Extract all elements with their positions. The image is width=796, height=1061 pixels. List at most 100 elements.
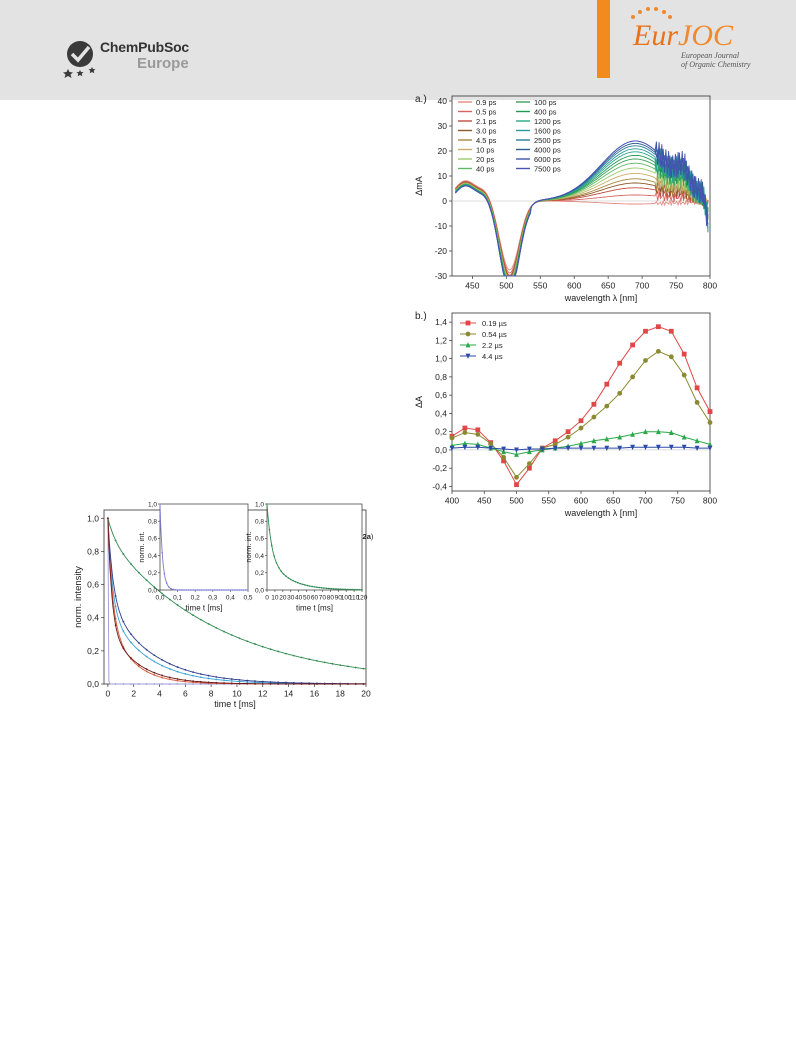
inset-data-point xyxy=(299,582,302,585)
legend-entry: 1600 ps xyxy=(534,127,561,136)
data-point xyxy=(153,586,156,588)
data-point xyxy=(527,465,532,471)
data-point xyxy=(207,622,210,625)
data-point xyxy=(643,444,648,451)
inset-data-point xyxy=(287,577,290,579)
data-point xyxy=(168,668,171,670)
inset-x-axis-label: time t [ms] xyxy=(296,604,333,613)
data-point xyxy=(223,679,225,682)
data-point xyxy=(122,553,125,555)
legend-entry: 10 ps xyxy=(476,146,495,155)
publisher-region: Europe xyxy=(137,55,189,72)
y-tick-label: 0,4 xyxy=(87,613,99,623)
data-point xyxy=(277,650,280,653)
inset-x-tick-label: 20 xyxy=(279,595,287,602)
data-point xyxy=(114,539,117,542)
data-point xyxy=(246,640,249,643)
inset-x-tick-label: 0,2 xyxy=(191,595,200,602)
inset-x-tick-label: 60 xyxy=(311,595,319,602)
page-header xyxy=(0,0,796,100)
data-point xyxy=(230,678,233,680)
data-point xyxy=(223,630,225,633)
data-point xyxy=(215,626,218,629)
data-point xyxy=(449,435,455,441)
data-point xyxy=(308,683,311,685)
data-point xyxy=(230,682,233,685)
data-point xyxy=(130,633,133,636)
x-tick-label: 12 xyxy=(258,689,268,699)
y-tick-label: 40 xyxy=(438,96,448,106)
x-tick-label: 14 xyxy=(284,689,294,699)
legend-entry: 0.19 µs xyxy=(482,319,507,328)
inset-x-tick-label: 0 xyxy=(265,595,269,602)
inset-data-point xyxy=(325,587,328,590)
inset-data-point xyxy=(174,588,177,591)
data-point xyxy=(254,682,256,685)
data-point xyxy=(184,609,187,612)
data-point xyxy=(122,620,125,623)
x-tick-label: 650 xyxy=(606,496,620,506)
y-tick-label: 0,6 xyxy=(87,580,99,590)
data-point xyxy=(462,430,468,435)
data-point xyxy=(475,444,481,451)
data-point xyxy=(199,680,202,683)
inset-chart: 0,0 0,1 0,2 0,3 0,4 0,5 0,0 0,2 0,4 0,6 0,8 1,0 time… xyxy=(137,501,253,612)
inset-y-tick-label: 0,0 xyxy=(255,587,264,594)
y-tick-label: 10 xyxy=(438,171,448,181)
inset-data-point xyxy=(236,589,238,591)
inset-data-point xyxy=(335,588,337,590)
inset-data-point xyxy=(285,575,287,577)
inset-data-point xyxy=(242,589,245,591)
data-point xyxy=(114,624,117,627)
data-point xyxy=(254,681,256,684)
data-point xyxy=(207,677,210,680)
inset-data-point xyxy=(273,555,275,557)
inset-data-point xyxy=(161,551,163,554)
data-point xyxy=(681,444,687,451)
x-tick-label: 750 xyxy=(671,496,685,506)
data-point xyxy=(230,634,233,636)
inset-data-point xyxy=(183,589,185,591)
data-point xyxy=(161,664,163,667)
series-line xyxy=(107,518,366,685)
legend-entry: 4000 ps xyxy=(534,146,561,155)
inset-data-point xyxy=(292,579,294,582)
inset-y-tick-label: 0,0 xyxy=(148,587,157,594)
inset-data-point xyxy=(330,587,332,590)
inset-y-tick-label: 1,0 xyxy=(255,501,264,508)
inset-data-point xyxy=(187,589,190,591)
series-line xyxy=(107,518,366,685)
series-line xyxy=(451,326,711,486)
x-tick-label: 600 xyxy=(567,281,581,291)
y-tick-label: 0,0 xyxy=(435,445,447,455)
data-point xyxy=(114,595,117,597)
data-point xyxy=(591,445,597,451)
data-point xyxy=(465,342,471,348)
data-point xyxy=(552,442,558,447)
inset-data-point xyxy=(311,585,313,588)
x-tick-label: 0 xyxy=(106,689,111,699)
data-point xyxy=(308,658,311,661)
y-tick-label: 0,2 xyxy=(87,646,99,656)
data-point xyxy=(462,440,468,446)
data-point xyxy=(449,445,455,451)
data-point xyxy=(643,358,648,363)
inset-data-point xyxy=(297,581,299,584)
data-point xyxy=(145,668,148,671)
inset-data-point xyxy=(225,589,227,591)
panel-label: a.) xyxy=(415,94,427,105)
inset-data-point xyxy=(212,589,214,591)
x-tick-label: 400 xyxy=(445,496,459,506)
y-tick-label: 30 xyxy=(438,121,448,131)
inset-data-point xyxy=(339,588,342,590)
data-point xyxy=(668,444,674,451)
y-tick-label: 0,4 xyxy=(435,408,447,418)
data-point xyxy=(354,666,357,669)
data-point xyxy=(168,683,171,685)
data-point xyxy=(207,681,210,684)
inset-data-point xyxy=(344,588,347,591)
data-point xyxy=(681,351,687,357)
inset-y-tick-label: 0,8 xyxy=(255,518,264,525)
inset-data-point xyxy=(346,588,349,591)
y-axis-label: norm. intensity xyxy=(73,566,84,628)
